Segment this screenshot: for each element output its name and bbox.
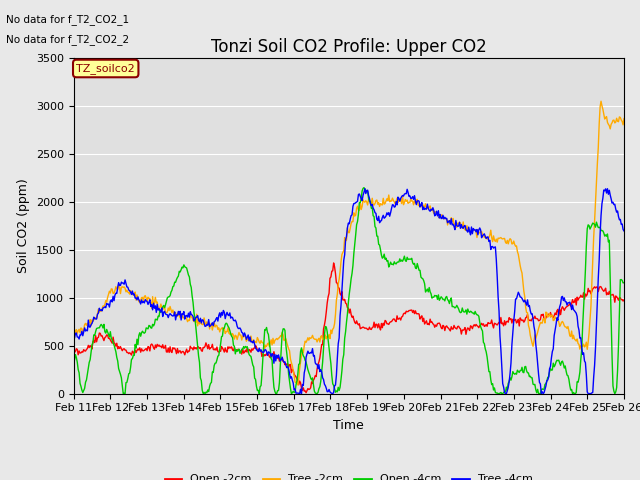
Open -2cm — [330, 260, 337, 266]
Open -2cm — [167, 349, 175, 355]
Open -2cm — [439, 323, 447, 328]
Open -2cm — [70, 347, 77, 353]
Open -4cm — [212, 360, 220, 366]
Line: Open -4cm: Open -4cm — [74, 188, 624, 394]
Tree -4cm — [296, 391, 303, 396]
Line: Tree -4cm: Tree -4cm — [74, 189, 624, 394]
Tree -2cm — [167, 307, 175, 312]
Tree -4cm — [211, 318, 219, 324]
Open -2cm — [320, 326, 328, 332]
Open -4cm — [620, 280, 628, 286]
X-axis label: Time: Time — [333, 419, 364, 432]
Open -4cm — [120, 391, 127, 396]
Tree -4cm — [396, 198, 404, 204]
Tree -4cm — [486, 238, 493, 243]
Tree -4cm — [439, 213, 447, 218]
Open -4cm — [396, 256, 404, 262]
Legend: Open -2cm, Tree -2cm, Open -4cm, Tree -4cm: Open -2cm, Tree -2cm, Open -4cm, Tree -4… — [161, 470, 537, 480]
Open -4cm — [360, 185, 368, 191]
Tree -2cm — [438, 212, 446, 218]
Tree -4cm — [361, 186, 369, 192]
Open -4cm — [320, 345, 328, 351]
Tree -2cm — [620, 116, 628, 121]
Tree -4cm — [320, 377, 328, 383]
Tree -4cm — [620, 228, 628, 234]
Tree -2cm — [395, 197, 403, 203]
Tree -2cm — [597, 98, 605, 104]
Open -4cm — [486, 369, 493, 374]
Tree -2cm — [70, 332, 77, 338]
Open -2cm — [396, 315, 404, 321]
Tree -2cm — [320, 336, 328, 341]
Line: Open -2cm: Open -2cm — [74, 263, 624, 393]
Open -4cm — [70, 354, 77, 360]
Y-axis label: Soil CO2 (ppm): Soil CO2 (ppm) — [17, 178, 30, 273]
Open -4cm — [168, 288, 176, 293]
Text: No data for f_T2_CO2_2: No data for f_T2_CO2_2 — [6, 34, 129, 45]
Title: Tonzi Soil CO2 Profile: Upper CO2: Tonzi Soil CO2 Profile: Upper CO2 — [211, 38, 486, 56]
Open -2cm — [620, 297, 628, 303]
Tree -4cm — [70, 333, 77, 339]
Open -4cm — [439, 297, 447, 302]
Open -2cm — [211, 346, 219, 352]
Open -2cm — [302, 390, 310, 396]
Tree -2cm — [485, 235, 493, 240]
Tree -2cm — [211, 324, 219, 330]
Text: TZ_soilco2: TZ_soilco2 — [76, 63, 135, 74]
Open -2cm — [486, 321, 493, 326]
Line: Tree -2cm: Tree -2cm — [74, 101, 624, 385]
Tree -2cm — [294, 382, 301, 388]
Text: No data for f_T2_CO2_1: No data for f_T2_CO2_1 — [6, 14, 129, 25]
Tree -4cm — [167, 312, 175, 318]
